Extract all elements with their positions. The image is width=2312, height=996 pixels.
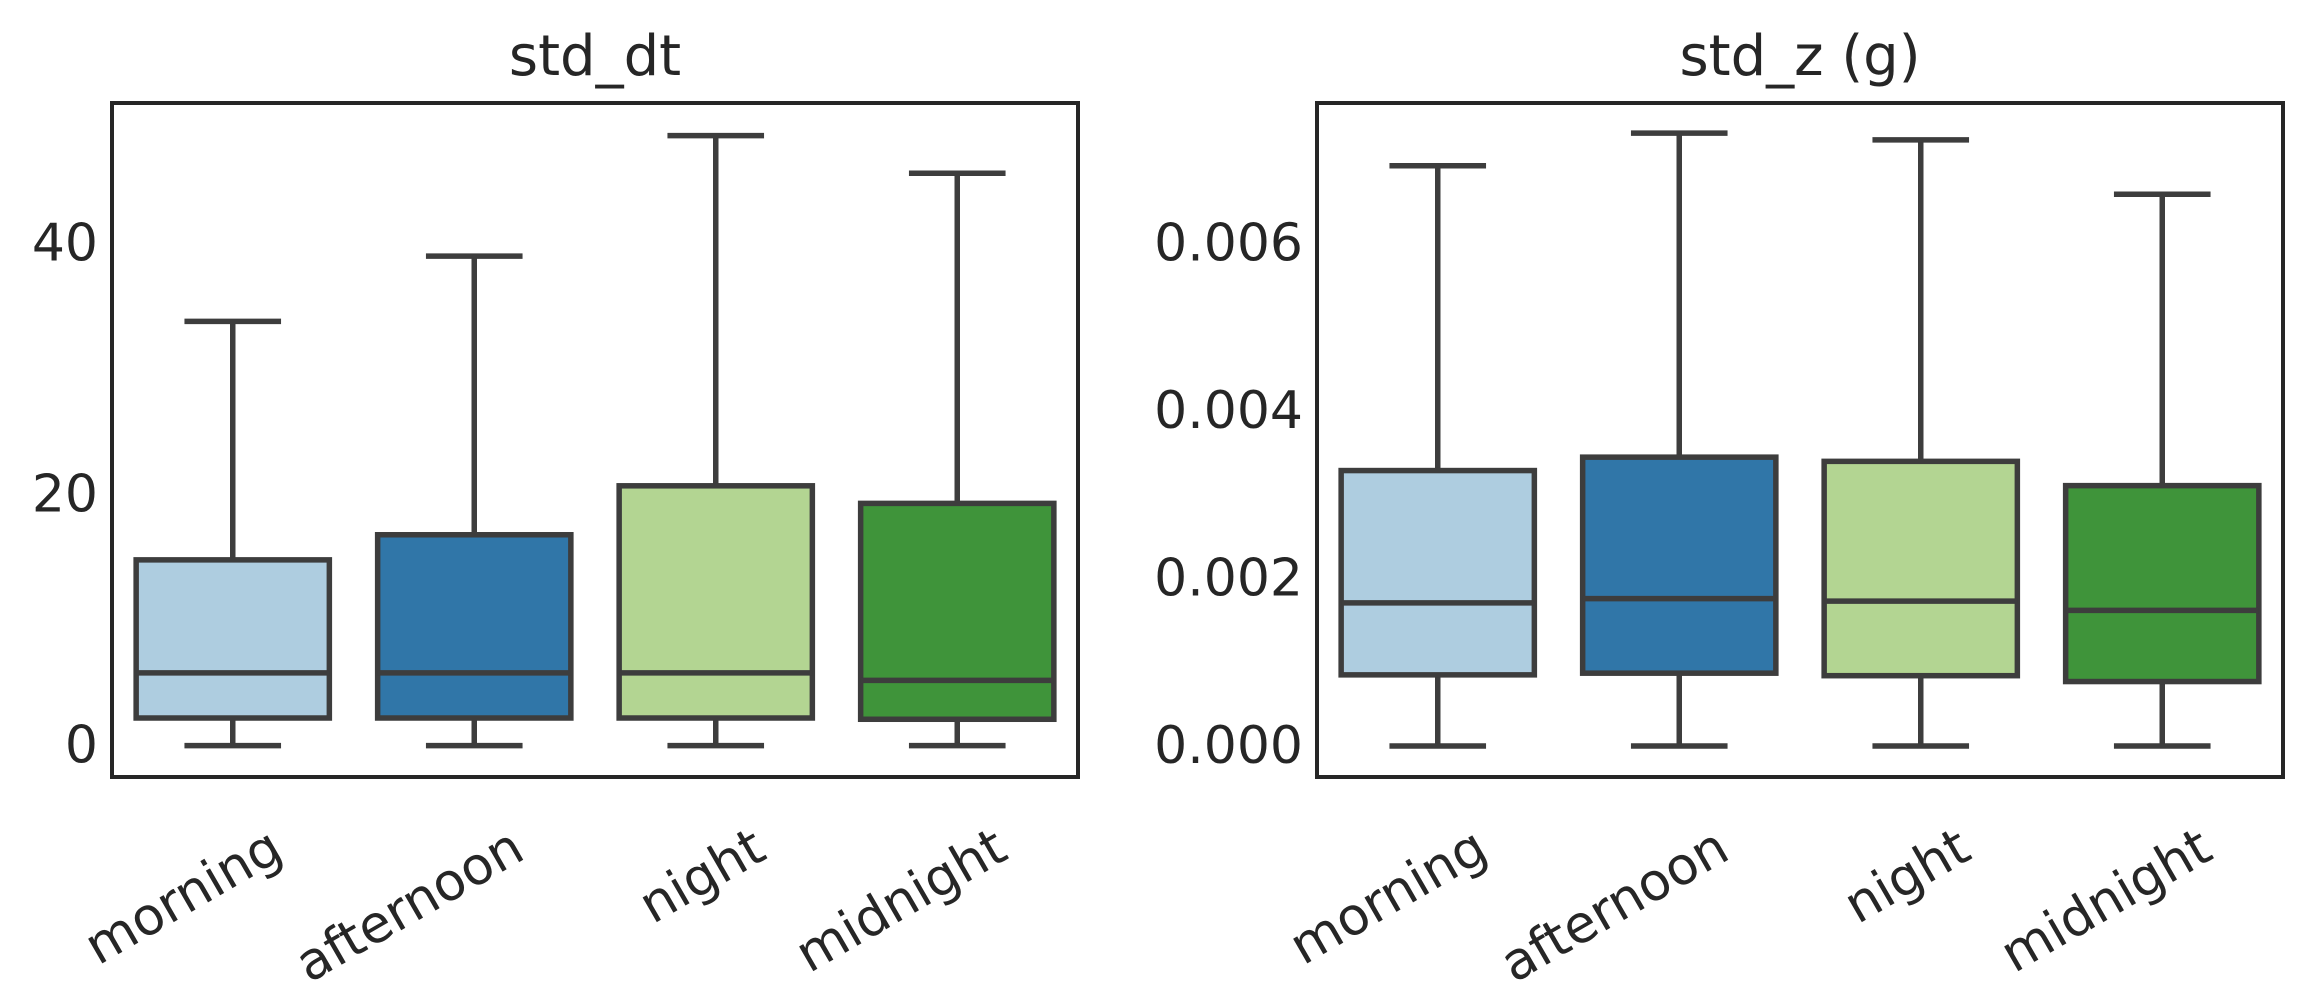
y-tick-labels: 0.000 0.002 0.004 0.006 — [1154, 214, 1303, 776]
y-tick-label: 0 — [65, 716, 98, 776]
box-afternoon — [374, 253, 574, 749]
box-afternoon — [1579, 130, 1779, 749]
x-tick-label: afternoon — [1491, 817, 1739, 995]
chart-panel-std-z: std_z (g) 0.000 0.002 0.004 0.006 morningaf… — [1154, 24, 2285, 995]
box-morning — [133, 318, 333, 749]
box-night — [616, 132, 816, 749]
x-tick-label: night — [629, 817, 775, 936]
x-tick-label: morning — [75, 817, 292, 977]
box-midnight — [857, 170, 1057, 749]
y-tick-label: 0.000 — [1154, 716, 1303, 776]
iqr-box — [1821, 458, 2021, 679]
iqr-box — [857, 500, 1057, 723]
y-tick-label: 0.002 — [1154, 549, 1303, 609]
x-tick-label: night — [1834, 817, 1980, 936]
x-tick-label: morning — [1280, 817, 1497, 977]
y-tick-labels: 0 20 40 — [32, 214, 98, 776]
x-tick-label: afternoon — [286, 817, 534, 995]
y-tick-label: 40 — [32, 214, 98, 274]
iqr-box — [1338, 467, 1538, 678]
iqr-box — [1579, 454, 1779, 676]
y-tick-label: 0.006 — [1154, 214, 1303, 274]
plot-frame — [110, 101, 1080, 779]
box-marks — [1338, 130, 2262, 749]
x-tick-label: midnight — [1991, 817, 2222, 985]
iqr-box — [2062, 482, 2262, 685]
plot-frame — [1315, 101, 2285, 779]
y-tick-label: 20 — [32, 465, 98, 525]
iqr-box — [133, 557, 333, 721]
y-tick-label: 0.004 — [1154, 381, 1303, 441]
box-night — [1821, 137, 2021, 749]
box-midnight — [2062, 191, 2262, 749]
iqr-box — [374, 532, 574, 721]
box-marks — [133, 132, 1057, 749]
iqr-box — [616, 483, 816, 721]
x-tick-label: midnight — [786, 817, 1017, 985]
chart-title: std_dt — [509, 24, 681, 89]
chart-title: std_z (g) — [1679, 24, 1920, 89]
box-morning — [1338, 163, 1538, 749]
